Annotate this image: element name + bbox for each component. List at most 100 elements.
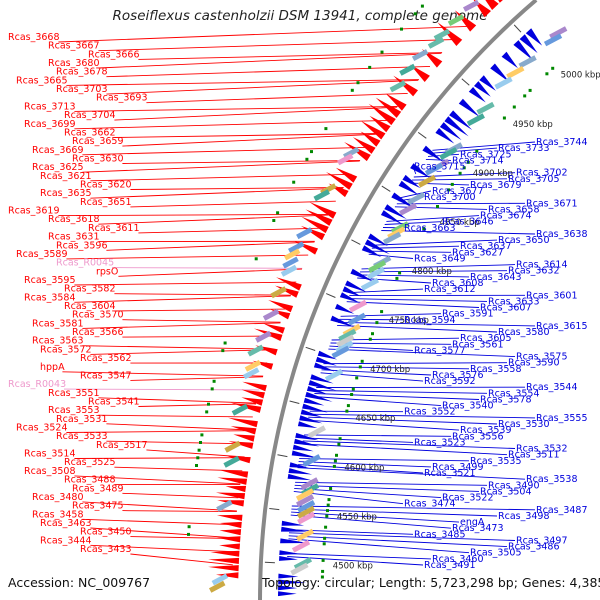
gene-label-reverse: Rcas_3490 [488, 480, 540, 491]
feature-block [290, 562, 309, 576]
leader-line [82, 501, 237, 512]
leader-line [130, 536, 235, 539]
tick-mark [305, 346, 316, 351]
feature-block [549, 26, 568, 40]
backbone-ring [258, 0, 538, 600]
leader-line [122, 159, 361, 164]
leader-line [58, 25, 467, 43]
gene-label-reverse: Rcas_3487 [536, 505, 588, 516]
tick-label: 4800 kbp [412, 267, 452, 277]
gc-dot [335, 453, 338, 457]
gene-label-forward: Rcas_3562 [80, 353, 132, 364]
reverse-gene-arrow [439, 122, 462, 141]
feature-block [287, 241, 305, 254]
leader-line [361, 264, 516, 270]
leader-line [287, 553, 432, 560]
gene-label-forward: Rcas_3463 [40, 518, 92, 529]
gene-label-forward: Rcas_3631 [48, 232, 100, 243]
reverse-gene-arrow [410, 163, 431, 179]
forward-gene-arrow [216, 536, 241, 543]
reverse-gene-arrow [513, 40, 534, 61]
gene-label-forward: Rcas_3619 [8, 206, 60, 217]
leader-line [328, 348, 516, 358]
leader-line [309, 410, 404, 413]
reverse-gene-arrow [310, 374, 334, 384]
gene-label-reverse: Rcas_3638 [536, 229, 588, 240]
gc-dot [523, 94, 527, 98]
gc-dot [360, 359, 364, 363]
feature-block [366, 266, 386, 280]
leader-line [373, 239, 498, 246]
gene-label-forward: rpsO [96, 266, 118, 277]
gc-dot [420, 4, 424, 8]
feature-block [313, 189, 330, 202]
reverse-gene-arrow [422, 145, 444, 163]
forward-gene-arrow [219, 543, 240, 550]
leader-line [381, 230, 536, 235]
reverse-gene-arrow [350, 268, 375, 283]
feature-block [447, 14, 465, 27]
feature-block [424, 162, 444, 176]
leader-line [308, 413, 536, 419]
leader-line [74, 106, 398, 112]
gc-dot [195, 464, 198, 467]
gene-label-forward: Rcas_3621 [40, 171, 92, 182]
forward-gene-arrow [263, 323, 285, 334]
reverse-gene-arrow [501, 51, 518, 69]
gene-label-forward: Rcas_3584 [24, 292, 76, 303]
accession-text: Accession: NC_009767 [8, 575, 151, 590]
leader-line [138, 227, 322, 234]
leader-line [130, 553, 233, 566]
forward-gene-arrow [268, 300, 294, 313]
gene-label-reverse: Rcas_3700 [424, 192, 476, 203]
gene-label-forward: Rcas_3444 [40, 535, 92, 546]
gene-label-forward: Rcas_3635 [40, 188, 92, 199]
gc-dot [329, 487, 333, 490]
gene-label-forward: Rcas_3433 [80, 544, 132, 555]
feature-block [331, 345, 350, 359]
feature-block [224, 440, 241, 453]
forward-strand-genes [187, 0, 503, 593]
forward-gene-arrow [393, 75, 418, 97]
reverse-gene-arrow [306, 386, 327, 394]
reverse-gene-arrow [315, 356, 337, 366]
backbone-arc [258, 0, 538, 600]
feature-block [360, 277, 380, 291]
gene-label-reverse: Rcas_3578 [480, 395, 532, 406]
gene-label-forward: Rcas_3693 [96, 93, 148, 104]
tick-label: 4750 kbp [389, 316, 429, 326]
gene-label-reverse: Rcas_3615 [536, 321, 588, 332]
feature-block [494, 76, 513, 90]
feature-block [462, 0, 480, 12]
gene-label-reverse: Rcas_3576 [432, 370, 484, 381]
gene-label-forward: Rcas_3666 [88, 49, 140, 60]
gc-dot [207, 402, 210, 406]
leader-line [314, 393, 480, 400]
leader-line [340, 313, 442, 317]
feature-block [300, 477, 319, 491]
reverse-gene-arrow [299, 415, 323, 424]
forward-gene-arrow [241, 389, 265, 399]
reverse-gene-arrow [280, 538, 308, 544]
leader-line [386, 215, 480, 222]
forward-gene-arrow [241, 397, 264, 406]
tick-label: 4700 kbp [370, 365, 410, 375]
leader-line [302, 443, 508, 456]
reverse-gene-arrow [339, 292, 360, 303]
leader-line [58, 213, 329, 217]
gene-label-forward: Rcas_3618 [48, 214, 100, 225]
reverse-gene-arrow [278, 573, 299, 579]
feature-block [439, 147, 458, 160]
forward-gene-arrow [385, 93, 407, 111]
feature-block [347, 312, 367, 326]
feature-block [255, 330, 272, 343]
leader-line [288, 532, 516, 541]
gene-label-reverse: Rcas_3733 [498, 143, 550, 154]
feature-block [336, 153, 354, 166]
gc-dot [462, 166, 466, 170]
leader-line [106, 440, 248, 445]
leader-line [122, 492, 239, 499]
gene-label-forward: Rcas_3570 [72, 310, 124, 321]
reverse-gene-arrow [435, 128, 455, 144]
gc-dot [332, 464, 336, 468]
